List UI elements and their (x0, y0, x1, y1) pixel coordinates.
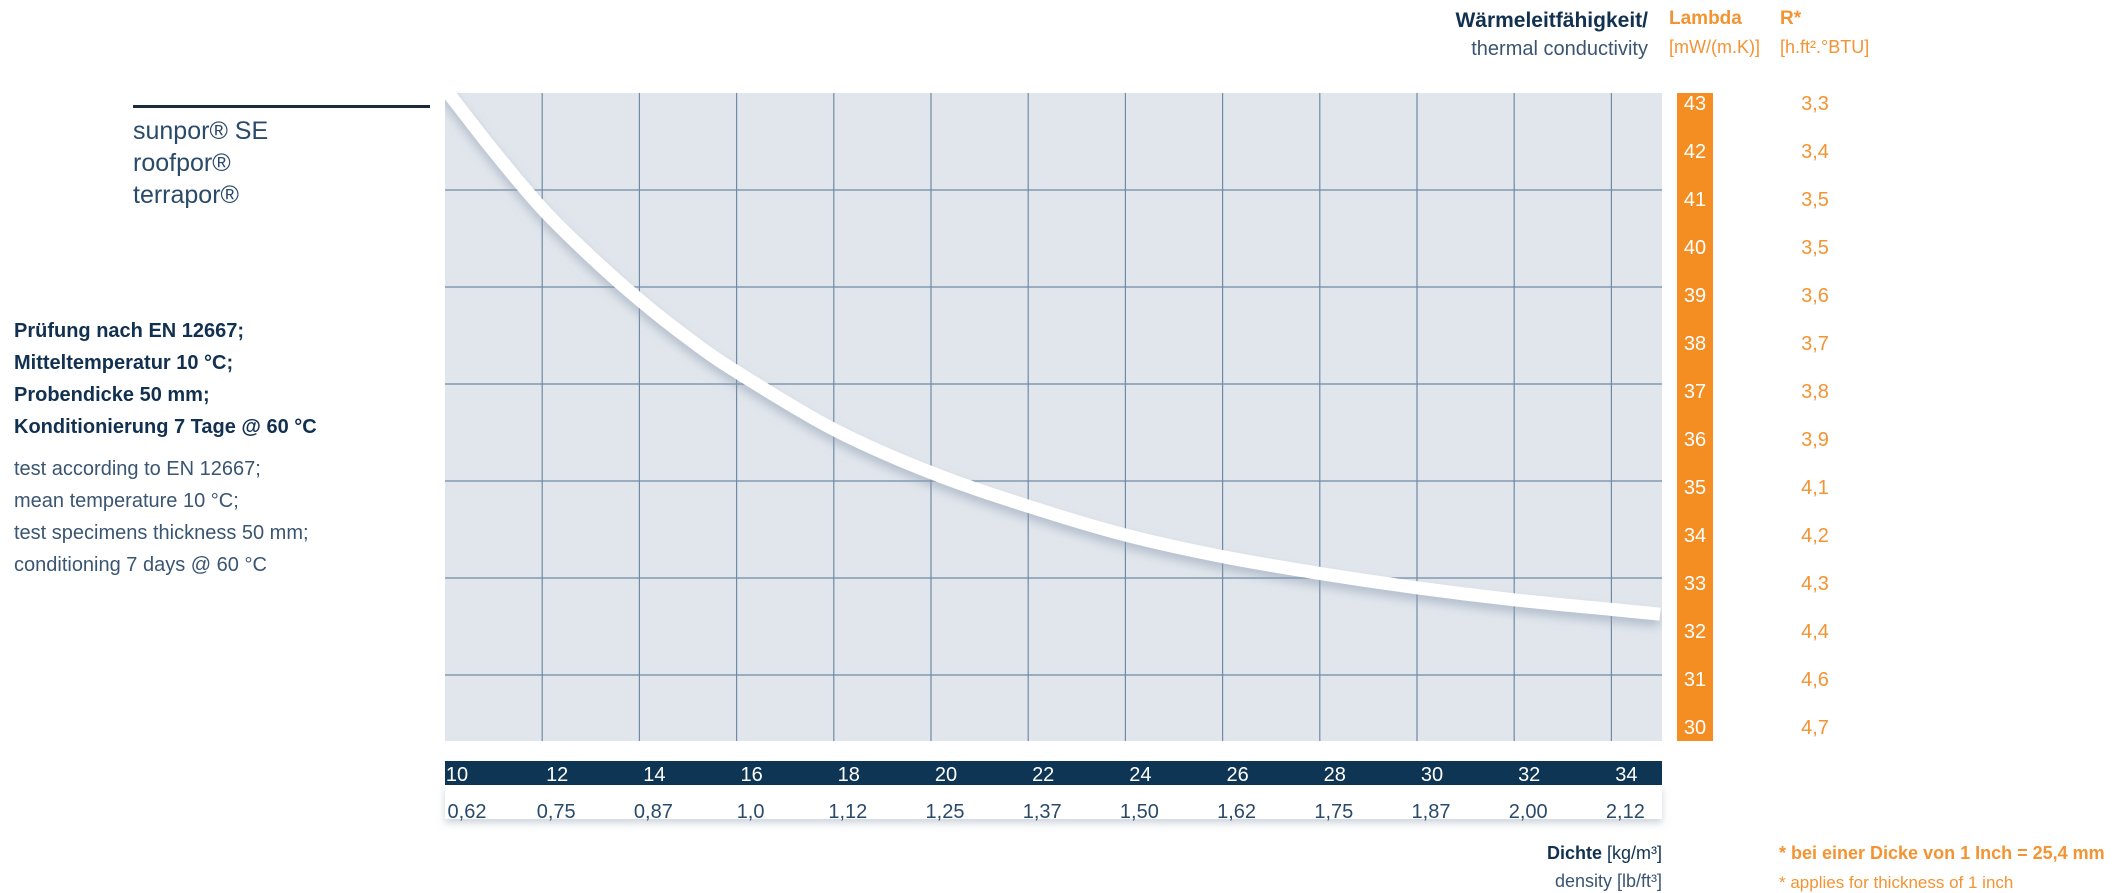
r-tick-label: 4,6 (1801, 669, 1829, 691)
note-en-line: conditioning 7 days @ 60 °C (14, 554, 267, 576)
r-header: R* (1780, 8, 1802, 29)
lambda-tick-label: 43 (1684, 93, 1706, 115)
kgm3-tick-label: 30 (1421, 764, 1443, 786)
kgm3-tick-label: 20 (935, 764, 957, 786)
lbft3-tick-label: 1,37 (1023, 801, 1062, 823)
r-tick-label: 3,7 (1801, 333, 1829, 355)
kgm3-tick-label: 18 (838, 764, 860, 786)
kgm3-tick-label: 34 (1615, 764, 1637, 786)
legend-item-sunpor: sunpor® SE (133, 117, 269, 145)
note-en-line: test according to EN 12667; (14, 458, 261, 480)
kgm3-tick-labels: 10 12 14 16 18 20 22 24 26 28 30 32 34 (446, 764, 1638, 786)
r-tick-label: 3,9 (1801, 429, 1829, 451)
kgm3-tick-label: 32 (1518, 764, 1540, 786)
lambda-tick-label: 36 (1684, 429, 1706, 451)
lbft3-tick-label: 1,12 (828, 801, 867, 823)
kgm3-tick-label: 22 (1032, 764, 1054, 786)
lbft3-tick-labels: 0,62 0,75 0,87 1,0 1,12 1,25 1,37 1,50 1,62 1,75 1… (448, 801, 1645, 823)
r-tick-label: 3,3 (1801, 93, 1829, 115)
conductivity-title-de: Wärmeleitfähigkeit/ (1455, 9, 1648, 32)
lbft3-tick-label: 0,75 (537, 801, 576, 823)
kgm3-tick-label: 10 (446, 764, 468, 786)
lbft3-axis-band (445, 785, 1662, 819)
density-label-de: Dichte [kg/m³] (1547, 843, 1662, 864)
lbft3-tick-label: 1,25 (926, 801, 965, 823)
lbft3-tick-label: 1,0 (737, 801, 765, 823)
note-de-line: Prüfung nach EN 12667; (14, 320, 245, 342)
lambda-tick-label: 42 (1684, 141, 1706, 163)
lambda-tick-label: 33 (1684, 573, 1706, 595)
r-tick-label: 4,1 (1801, 477, 1829, 499)
lambda-tick-label: 37 (1684, 381, 1706, 403)
note-en-line: test specimens thickness 50 mm; (14, 522, 309, 544)
lbft3-tick-label: 1,87 (1412, 801, 1451, 823)
note-de-line: Konditionierung 7 Tage @ 60 °C (14, 416, 317, 438)
lambda-tick-label: 34 (1684, 525, 1706, 547)
lambda-tick-label: 30 (1684, 717, 1706, 739)
lambda-unit: [mW/(m.K)] (1669, 37, 1760, 57)
lbft3-tick-label: 2,12 (1606, 801, 1645, 823)
r-tick-label: 3,5 (1801, 189, 1829, 211)
r-tick-label: 3,6 (1801, 285, 1829, 307)
legend-rule (133, 105, 430, 108)
lbft3-tick-label: 2,00 (1509, 801, 1548, 823)
r-tick-label: 3,4 (1801, 141, 1829, 163)
kgm3-tick-label: 14 (643, 764, 665, 786)
kgm3-tick-label: 26 (1226, 764, 1248, 786)
lbft3-tick-label: 0,87 (634, 801, 673, 823)
legend-item-terrapor: terrapor® (133, 181, 239, 209)
r-tick-labels: 3,3 3,4 3,5 3,5 3,6 3,7 3,8 3,9 4,1 4,2 4,3 4,4 4,6 4… (1801, 93, 1829, 739)
density-label-en: density [lb/ft³] (1554, 871, 1662, 891)
lambda-tick-label: 35 (1684, 477, 1706, 499)
r-tick-label: 4,7 (1801, 717, 1829, 739)
kgm3-axis-band (445, 761, 1662, 785)
density-de-unit: [kg/m³] (1606, 843, 1662, 863)
lambda-tick-label: 41 (1684, 189, 1706, 211)
kgm3-tick-label: 16 (740, 764, 762, 786)
lambda-tick-label: 31 (1684, 669, 1706, 691)
r-tick-label: 3,5 (1801, 237, 1829, 259)
lbft3-tick-label: 1,50 (1120, 801, 1159, 823)
note-en-line: mean temperature 10 °C; (14, 490, 239, 512)
r-unit: [h.ft².°BTU] (1780, 37, 1870, 57)
footnote-de: * bei einer Dicke von 1 Inch = 25,4 mm (1779, 843, 2105, 863)
note-de-line: Probendicke 50 mm; (14, 384, 210, 406)
footnote-en: * applies for thickness of 1 inch (1779, 873, 2014, 892)
lbft3-tick-label: 0,62 (448, 801, 487, 823)
conductivity-title-en: thermal conductivity (1471, 38, 1648, 60)
lambda-header: Lambda (1669, 8, 1742, 29)
series-line (445, 91, 1661, 621)
lbft3-tick-label: 1,62 (1217, 801, 1256, 823)
lambda-axis-band (1677, 93, 1713, 741)
kgm3-tick-label: 28 (1324, 764, 1346, 786)
r-tick-label: 3,8 (1801, 381, 1829, 403)
plot-area (445, 93, 1662, 741)
lambda-tick-labels: 43 42 41 40 39 38 37 36 35 34 33 32 31 30 (1684, 93, 1706, 739)
kgm3-tick-label: 12 (546, 764, 568, 786)
r-tick-label: 4,3 (1801, 573, 1829, 595)
legend-item-roofpor: roofpor® (133, 149, 231, 177)
lambda-tick-label: 32 (1684, 621, 1706, 643)
kgm3-tick-label: 24 (1129, 764, 1151, 786)
grid (445, 93, 1662, 741)
lbft3-tick-label: 1,75 (1314, 801, 1353, 823)
r-tick-label: 4,2 (1801, 525, 1829, 547)
r-tick-label: 4,4 (1801, 621, 1829, 643)
lambda-tick-label: 38 (1684, 333, 1706, 355)
lambda-tick-label: 39 (1684, 285, 1706, 307)
density-de-word: Dichte (1546, 843, 1602, 863)
note-de-line: Mitteltemperatur 10 °C; (14, 352, 234, 374)
lambda-tick-label: 40 (1684, 237, 1706, 259)
